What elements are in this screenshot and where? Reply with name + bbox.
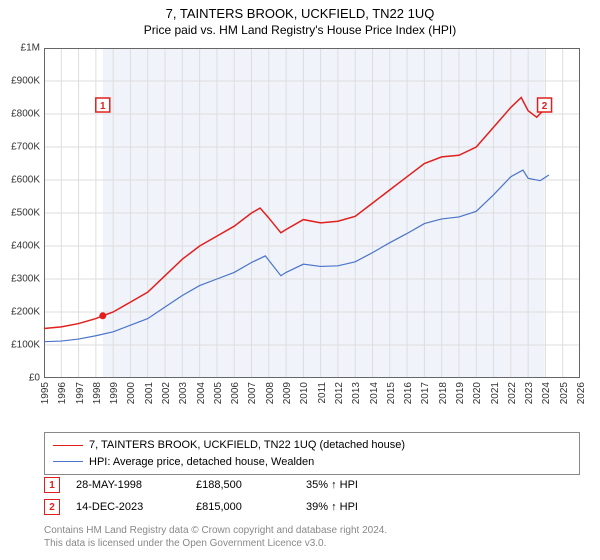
x-axis-tick-label: 2015: [386, 382, 397, 404]
x-axis-tick-label: 2011: [317, 382, 328, 404]
x-axis-tick-label: 2019: [455, 382, 466, 404]
x-axis-tick-label: 2022: [507, 382, 518, 404]
legend-item-hpi: HPI: Average price, detached house, Weal…: [53, 454, 571, 471]
y-axis-tick-label: £1M: [0, 43, 40, 54]
x-axis-tick-label: 2008: [265, 382, 276, 404]
chart-title: 7, TAINTERS BROOK, UCKFIELD, TN22 1UQ: [0, 0, 600, 21]
x-axis-tick-label: 2016: [403, 382, 414, 404]
chart-container: 7, TAINTERS BROOK, UCKFIELD, TN22 1UQ Pr…: [0, 0, 600, 560]
x-axis-tick-label: 2013: [351, 382, 362, 404]
y-axis-tick-label: £300K: [0, 274, 40, 285]
footer-line: This data is licensed under the Open Gov…: [44, 537, 387, 550]
legend-swatch: [53, 461, 83, 462]
x-axis-tick-label: 2026: [576, 382, 587, 404]
y-axis-tick-label: £400K: [0, 241, 40, 252]
marker-badge: 1: [44, 477, 60, 493]
x-axis-tick-label: 2000: [126, 382, 137, 404]
footer-line: Contains HM Land Registry data © Crown c…: [44, 524, 387, 537]
x-axis-tick-label: 2003: [178, 382, 189, 404]
x-axis-tick-label: 1997: [75, 382, 86, 404]
x-axis-tick-label: 2025: [559, 382, 570, 404]
sale-date: 14-DEC-2023: [76, 501, 196, 513]
chart-plot-area: 12 £0£100K£200K£300K£400K£500K£600K£700K…: [44, 48, 580, 378]
x-axis-tick-label: 2012: [334, 382, 345, 404]
x-axis-tick-label: 2018: [438, 382, 449, 404]
legend-swatch: [53, 445, 83, 447]
y-axis-tick-label: £100K: [0, 340, 40, 351]
x-axis-tick-label: 2007: [247, 382, 258, 404]
y-axis-tick-label: £900K: [0, 76, 40, 87]
sale-price: £188,500: [196, 479, 306, 491]
sales-row: 2 14-DEC-2023 £815,000 39% ↑ HPI: [44, 496, 426, 518]
x-axis-tick-label: 2002: [161, 382, 172, 404]
y-axis-tick-label: £600K: [0, 175, 40, 186]
x-axis-tick-label: 2020: [472, 382, 483, 404]
legend-item-price-paid: 7, TAINTERS BROOK, UCKFIELD, TN22 1UQ (d…: [53, 437, 571, 454]
x-axis-tick-label: 2024: [541, 382, 552, 404]
marker-badge: 2: [44, 499, 60, 515]
x-axis-tick-label: 1999: [109, 382, 120, 404]
y-axis-tick-label: £800K: [0, 109, 40, 120]
legend-label: 7, TAINTERS BROOK, UCKFIELD, TN22 1UQ (d…: [89, 437, 405, 454]
svg-text:2: 2: [542, 101, 548, 112]
x-axis-tick-label: 2017: [420, 382, 431, 404]
x-axis-tick-label: 2009: [282, 382, 293, 404]
sale-hpi-diff: 39% ↑ HPI: [306, 501, 426, 513]
x-axis-tick-label: 2010: [299, 382, 310, 404]
svg-text:1: 1: [100, 101, 106, 112]
x-axis-tick-label: 2021: [490, 382, 501, 404]
y-axis-tick-label: £0: [0, 373, 40, 384]
chart-subtitle: Price paid vs. HM Land Registry's House …: [0, 21, 600, 41]
sale-price: £815,000: [196, 501, 306, 513]
legend-label: HPI: Average price, detached house, Weal…: [89, 454, 314, 471]
footer: Contains HM Land Registry data © Crown c…: [44, 524, 387, 550]
legend: 7, TAINTERS BROOK, UCKFIELD, TN22 1UQ (d…: [44, 432, 580, 475]
y-axis-tick-label: £500K: [0, 208, 40, 219]
x-axis-tick-label: 2001: [144, 382, 155, 404]
sale-hpi-diff: 35% ↑ HPI: [306, 479, 426, 491]
y-axis-tick-label: £200K: [0, 307, 40, 318]
x-axis-tick-label: 1995: [40, 382, 51, 404]
x-axis-tick-label: 1998: [92, 382, 103, 404]
x-axis-tick-label: 2014: [369, 382, 380, 404]
x-axis-tick-label: 1996: [57, 382, 68, 404]
y-axis-tick-label: £700K: [0, 142, 40, 153]
x-axis-tick-label: 2006: [230, 382, 241, 404]
sale-date: 28-MAY-1998: [76, 479, 196, 491]
x-axis-tick-label: 2005: [213, 382, 224, 404]
sales-table: 1 28-MAY-1998 £188,500 35% ↑ HPI 2 14-DE…: [44, 474, 426, 518]
x-axis-tick-label: 2004: [196, 382, 207, 404]
sales-row: 1 28-MAY-1998 £188,500 35% ↑ HPI: [44, 474, 426, 496]
x-axis-tick-label: 2023: [524, 382, 535, 404]
chart-svg: 12: [44, 48, 580, 378]
